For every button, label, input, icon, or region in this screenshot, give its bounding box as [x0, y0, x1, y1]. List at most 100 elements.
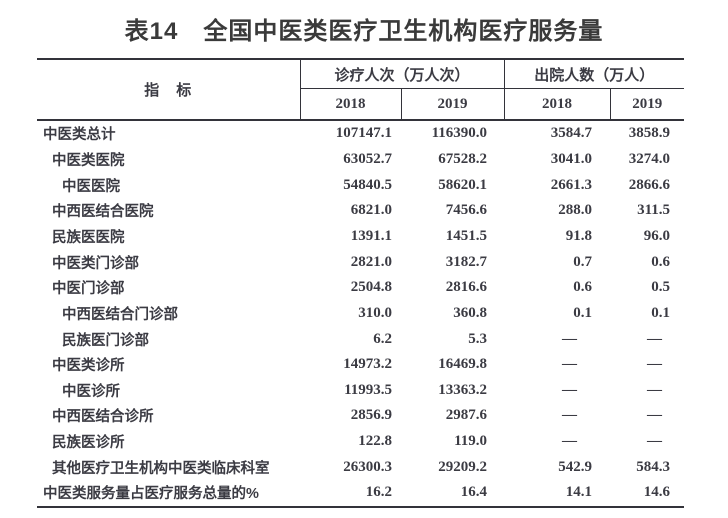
- table-row: 中医诊所 11993.5 13363.2 — —: [37, 377, 684, 403]
- value-cell: 311.5: [637, 202, 671, 219]
- value-cell: 91.8: [565, 228, 593, 245]
- value-cell: 16.2: [365, 484, 392, 501]
- row-label: 中医类诊所: [52, 358, 125, 375]
- value-cell: —: [562, 407, 578, 424]
- value-cell: 3858.9: [628, 125, 671, 142]
- value-cell: 2856.9: [350, 407, 392, 424]
- value-cell: 0.5: [651, 279, 671, 296]
- row-label: 中西医结合门诊部: [62, 306, 178, 323]
- value-cell: 310.0: [358, 304, 392, 321]
- table-row: 中医门诊部 2504.8 2816.6 0.6 0.5: [37, 275, 684, 301]
- row-label: 民族医门诊部: [62, 332, 149, 349]
- value-cell: 542.9: [558, 458, 593, 475]
- value-cell: 3182.7: [445, 253, 488, 270]
- table-row: 中医医院 54840.5 58620.1 2661.3 2866.6: [37, 172, 684, 198]
- value-cell: —: [562, 356, 578, 373]
- value-cell: 2821.0: [350, 253, 392, 270]
- value-cell: —: [562, 433, 578, 450]
- table-row: 中西医结合诊所 2856.9 2987.6 — —: [37, 403, 684, 429]
- value-cell: 14.6: [643, 484, 671, 501]
- col-header-discharges-2018: 2018: [504, 88, 611, 121]
- value-cell: 29209.2: [438, 458, 488, 475]
- value-cell: —: [647, 433, 663, 450]
- value-cell: 2661.3: [550, 176, 593, 193]
- value-cell: 0.1: [573, 304, 593, 321]
- value-cell: 11993.5: [344, 381, 392, 398]
- value-cell: —: [647, 381, 663, 398]
- value-cell: 26300.3: [343, 458, 392, 475]
- col-header-discharges: 出院人数（万人）: [504, 59, 685, 89]
- table-row: 民族医诊所 122.8 119.0 — —: [37, 429, 684, 455]
- value-cell: —: [647, 330, 663, 347]
- value-cell: 0.7: [573, 253, 593, 270]
- value-cell: 3041.0: [550, 151, 593, 168]
- table-row: 民族医门诊部 6.2 5.3 — —: [37, 326, 684, 352]
- value-cell: 6821.0: [350, 202, 392, 219]
- value-cell: 116390.0: [431, 125, 488, 142]
- value-cell: 63052.7: [343, 151, 392, 168]
- value-cell: 67528.2: [438, 151, 488, 168]
- value-cell: 0.6: [573, 279, 593, 296]
- value-cell: 360.8: [453, 304, 488, 321]
- row-label: 民族医诊所: [52, 435, 125, 452]
- value-cell: 584.3: [636, 458, 671, 475]
- value-cell: 96.0: [643, 228, 671, 245]
- value-cell: 122.8: [358, 433, 392, 450]
- table-row: 中医类诊所 14973.2 16469.8 — —: [37, 352, 684, 378]
- col-header-indicator: 指 标: [37, 59, 301, 121]
- col-header-visits-2019: 2019: [401, 88, 505, 121]
- value-cell: 13363.2: [438, 381, 488, 398]
- value-cell: 3274.0: [628, 151, 671, 168]
- table-row: 中西医结合医院 6821.0 7456.6 288.0 311.5: [37, 198, 684, 224]
- table-row: 民族医医院 1391.1 1451.5 91.8 96.0: [37, 224, 684, 250]
- value-cell: —: [562, 330, 578, 347]
- table-row: 中医类服务量占医疗服务总量的% 16.2 16.4 14.1 14.6: [37, 480, 684, 507]
- value-cell: 3584.7: [550, 125, 593, 142]
- row-label: 其他医疗卫生机构中医类临床科室: [52, 460, 270, 477]
- value-cell: 2504.8: [350, 279, 392, 296]
- row-label: 中西医结合诊所: [52, 409, 154, 426]
- value-cell: 16469.8: [438, 356, 488, 373]
- table-title: 表14 全国中医类医疗卫生机构医疗服务量: [124, 18, 604, 45]
- value-cell: 7456.6: [445, 202, 488, 219]
- table-body: 中医类总计 107147.1 116390.0 3584.7 3858.9 中医类医院 63…: [37, 120, 684, 507]
- value-cell: 54840.5: [343, 176, 392, 193]
- value-cell: 16.4: [460, 484, 488, 501]
- col-header-visits: 诊疗人次（万人次）: [300, 59, 505, 89]
- col-header-visits-2018: 2018: [300, 88, 402, 121]
- value-cell: 58620.1: [438, 176, 488, 193]
- row-label: 中医类服务量占医疗服务总量的%: [43, 486, 259, 503]
- row-label: 中医类医院: [52, 153, 125, 170]
- value-cell: —: [647, 407, 663, 424]
- row-label: 中医类总计: [43, 127, 116, 144]
- group-header-row: 指 标 诊疗人次（万人次） 出院人数（万人）: [37, 59, 685, 121]
- value-cell: 2816.6: [445, 279, 488, 296]
- value-cell: 5.3: [468, 330, 488, 347]
- value-cell: 288.0: [558, 202, 593, 219]
- value-cell: 1451.5: [445, 228, 488, 245]
- value-cell: 107147.1: [335, 125, 392, 142]
- value-cell: 1391.1: [350, 228, 392, 245]
- table-row: 中医类门诊部 2821.0 3182.7 0.7 0.6: [37, 249, 684, 275]
- value-cell: —: [647, 356, 663, 373]
- table-row: 中西医结合门诊部 310.0 360.8 0.1 0.1: [37, 301, 684, 327]
- row-label: 中医医院: [62, 178, 120, 195]
- table-row: 其他医疗卫生机构中医类临床科室 26300.3 29209.2 542.9 584.3: [37, 454, 684, 480]
- value-cell: 0.1: [651, 304, 671, 321]
- row-label: 中医门诊部: [52, 281, 125, 298]
- year-header-row: 2018 2019 2018 2019: [37, 88, 685, 121]
- value-cell: 119.0: [454, 433, 488, 450]
- row-label: 中西医结合医院: [52, 204, 154, 221]
- row-label: 民族医医院: [52, 230, 125, 247]
- col-header-discharges-2019: 2019: [610, 88, 685, 121]
- value-cell: 14973.2: [343, 356, 392, 373]
- row-label: 中医类门诊部: [52, 255, 139, 272]
- medical-service-volume-table: 指 标 诊疗人次（万人次） 出院人数（万人） 2018 2019 2018 20…: [37, 58, 685, 508]
- value-cell: 14.1: [565, 484, 593, 501]
- table-row: 中医类医院 63052.7 67528.2 3041.0 3274.0: [37, 147, 684, 173]
- value-cell: 6.2: [373, 330, 392, 347]
- value-cell: —: [562, 381, 578, 398]
- table-row: 中医类总计 107147.1 116390.0 3584.7 3858.9: [37, 120, 684, 147]
- row-label: 中医诊所: [62, 383, 120, 400]
